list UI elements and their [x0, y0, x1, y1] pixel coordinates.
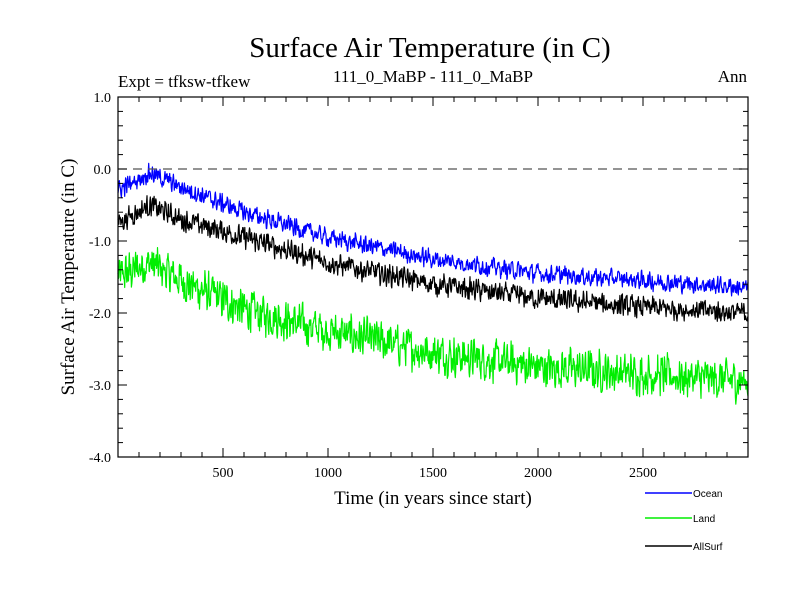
legend-label-allsurf: AllSurf	[693, 542, 723, 553]
x-tick-label: 1500	[419, 466, 447, 481]
legend: Ocean Land AllSurf	[645, 489, 723, 553]
series-line-allsurf	[117, 195, 749, 322]
series-layer	[117, 162, 749, 405]
y-tick-label: -1.0	[89, 235, 111, 250]
x-tick-label: 2000	[524, 466, 552, 481]
x-axis-label: Time (in years since start)	[334, 488, 532, 509]
series-line-land	[117, 247, 749, 405]
x-axis-ticks: 500 1000 1500 2000 2500	[138, 97, 728, 481]
y-tick-label: 1.0	[94, 91, 112, 106]
x-tick-label: 500	[213, 466, 234, 481]
subtitle-left: Expt = tfksw-tfkew	[118, 72, 251, 91]
legend-label-ocean: Ocean	[693, 489, 722, 500]
subtitle-center: 111_0_MaBP - 111_0_MaBP	[333, 67, 533, 86]
y-tick-label: -4.0	[89, 451, 111, 466]
subtitle-right: Ann	[718, 67, 748, 86]
y-axis-label: Surface Air Temperature (in C)	[58, 159, 79, 396]
y-tick-label: -2.0	[89, 307, 111, 322]
x-tick-label: 1000	[314, 466, 342, 481]
y-tick-label: 0.0	[94, 163, 112, 178]
series-line-ocean	[117, 162, 749, 297]
y-tick-label: -3.0	[89, 379, 111, 394]
y-axis-ticks: 1.0 0.0 -1.0 -2.0 -3.0 -4.0	[89, 91, 748, 466]
chart-title: Surface Air Temperature (in C)	[249, 32, 610, 64]
legend-label-land: Land	[693, 514, 715, 525]
x-tick-label: 2500	[629, 466, 657, 481]
